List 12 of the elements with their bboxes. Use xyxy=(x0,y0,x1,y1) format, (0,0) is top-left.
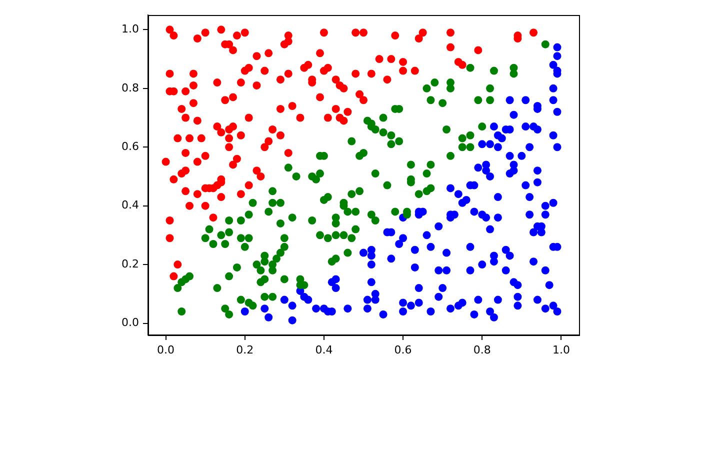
y-tick-label: 0.2 xyxy=(122,257,139,270)
x-tick-label: 0.0 xyxy=(157,343,175,356)
x-tick-label: 0.6 xyxy=(394,343,412,356)
y-tick-label: 0.0 xyxy=(122,316,139,330)
x-tick-label: 0.8 xyxy=(473,343,491,356)
y-tick-label: 0.4 xyxy=(122,198,139,212)
y-tick-label: 0.8 xyxy=(122,81,139,94)
x-tick-label: 1.0 xyxy=(552,343,570,356)
y-tick-label: 0.6 xyxy=(122,140,139,153)
x-tick-label: 0.2 xyxy=(236,343,254,356)
y-tick-label: 1.0 xyxy=(122,22,139,36)
x-tick-label: 0.4 xyxy=(315,343,333,356)
